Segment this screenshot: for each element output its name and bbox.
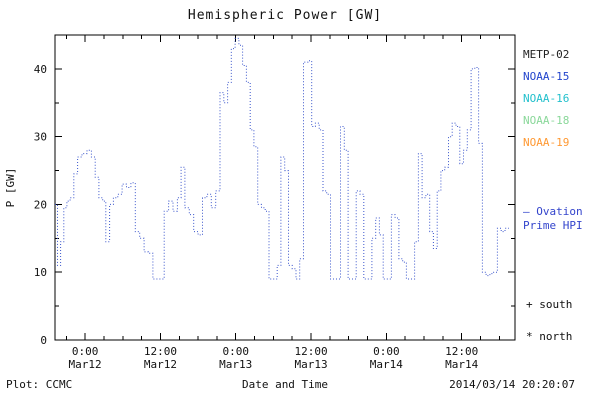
legend-item-noaa18: NOAA-18 — [523, 114, 570, 127]
svg-text:0: 0 — [40, 334, 47, 347]
legend-item-noaa15: NOAA-15 — [523, 70, 570, 83]
svg-text:20: 20 — [34, 198, 47, 211]
svg-text:12:00: 12:00 — [144, 345, 177, 358]
svg-text:Mar14: Mar14 — [370, 358, 403, 371]
svg-text:Mar12: Mar12 — [144, 358, 177, 371]
svg-text:12:00: 12:00 — [445, 345, 478, 358]
legend-marker-north-label: north — [539, 330, 573, 343]
svg-text:40: 40 — [34, 63, 47, 76]
x-axis-label: Date and Time — [241, 378, 329, 391]
asterisk-marker-icon: * — [526, 330, 533, 343]
svg-text:30: 30 — [34, 131, 47, 144]
svg-text:10: 10 — [34, 266, 47, 279]
legend-item-noaa19: NOAA-19 — [523, 136, 570, 149]
legend-marker-south-label: south — [539, 298, 573, 311]
svg-text:0:00: 0:00 — [373, 345, 400, 358]
legend-item-noaa16: NOAA-16 — [523, 92, 570, 105]
satellite-legend: METP-02 NOAA-15 NOAA-16 NOAA-18 NOAA-19 — [523, 44, 569, 154]
plot-timestamp: 2014/03/14 20:20:07 — [449, 378, 575, 391]
svg-text:Mar12: Mar12 — [69, 358, 102, 371]
svg-text:Mar13: Mar13 — [294, 358, 327, 371]
legend-marker-north: * north — [526, 330, 572, 343]
svg-text:Mar13: Mar13 — [219, 358, 252, 371]
svg-text:0:00: 0:00 — [72, 345, 99, 358]
svg-text:Mar14: Mar14 — [445, 358, 478, 371]
plus-marker-icon: + — [526, 298, 533, 311]
legend-item-metp02: METP-02 — [523, 48, 570, 61]
svg-text:0:00: 0:00 — [222, 345, 249, 358]
chart-title: Hemispheric Power [GW] — [187, 8, 383, 23]
legend-marker-south: + south — [526, 298, 572, 311]
svg-text:P [GW]: P [GW] — [4, 168, 17, 208]
legend-ovation-prime-hpi: — Ovation Prime HPI — [523, 205, 583, 232]
svg-text:12:00: 12:00 — [294, 345, 327, 358]
plot-source-label: Plot: CCMC — [6, 378, 73, 391]
